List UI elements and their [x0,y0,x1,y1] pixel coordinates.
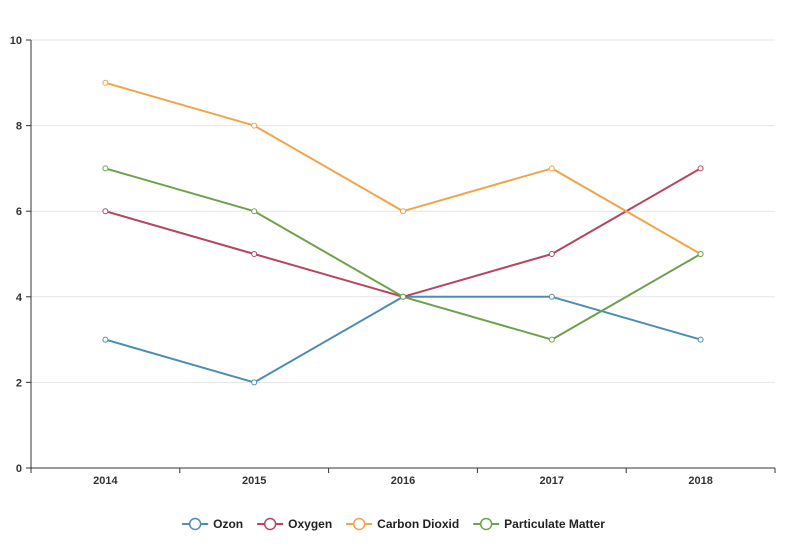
y-tick-label: 0 [16,463,22,475]
y-tick-label: 2 [16,377,22,389]
series-line [105,167,702,298]
y-tick-label: 8 [16,121,22,133]
data-point[interactable] [102,208,109,215]
series-group [102,79,704,386]
y-tick-label: 6 [16,206,22,218]
legend-item-carbon-dioxid[interactable]: Carbon Dioxid [346,517,459,531]
series-ozon [102,293,704,386]
legend-swatch-marker [352,517,366,531]
data-point[interactable] [251,208,258,215]
legend[interactable]: Ozon Oxygen Carbon Dioxid Particulate Matte… [182,517,605,531]
x-axis: 2014 2015 2016 2017 2018 [30,467,776,487]
data-point[interactable] [251,251,258,257]
data-point[interactable] [102,165,109,172]
legend-swatch-marker [188,517,202,531]
x-tick-label: 2014 [93,475,118,487]
legend-label: Oxygen [288,517,332,531]
x-tick-label: 2018 [688,475,712,487]
legend-item-oxygen[interactable]: Oxygen [257,517,332,531]
series-line [105,81,702,255]
y-tick-label: 10 [10,35,22,47]
data-point[interactable] [251,379,258,386]
data-point[interactable] [548,165,555,172]
data-point[interactable] [548,293,555,300]
x-tick-label: 2015 [242,475,266,487]
data-point[interactable] [102,336,109,343]
data-point[interactable] [400,208,406,215]
data-point[interactable] [400,293,406,300]
data-point[interactable] [697,165,704,172]
y-tick-label: 4 [16,292,23,304]
series-oxygen [102,165,704,300]
legend-swatch-marker [479,517,493,531]
legend-label: Particulate Matter [504,517,605,531]
data-point[interactable] [697,251,704,257]
data-point[interactable] [548,336,555,343]
y-axis: 0 2 4 6 8 10 [10,35,32,475]
x-tick-label: 2017 [540,475,564,487]
x-tick-label: 2016 [391,475,415,487]
data-point[interactable] [697,336,704,343]
data-point[interactable] [102,79,109,86]
data-point[interactable] [548,251,555,257]
legend-swatch-marker [263,517,277,531]
legend-label: Carbon Dioxid [377,517,459,531]
series-carbon-dioxid [102,79,704,257]
series-line [105,295,701,384]
legend-item-ozon[interactable]: Ozon [182,517,243,531]
legend-label: Ozon [213,517,243,531]
legend-item-particulate-matter[interactable]: Particulate Matter [473,517,605,531]
data-point[interactable] [251,122,258,129]
series-particulate-matter [102,165,704,343]
